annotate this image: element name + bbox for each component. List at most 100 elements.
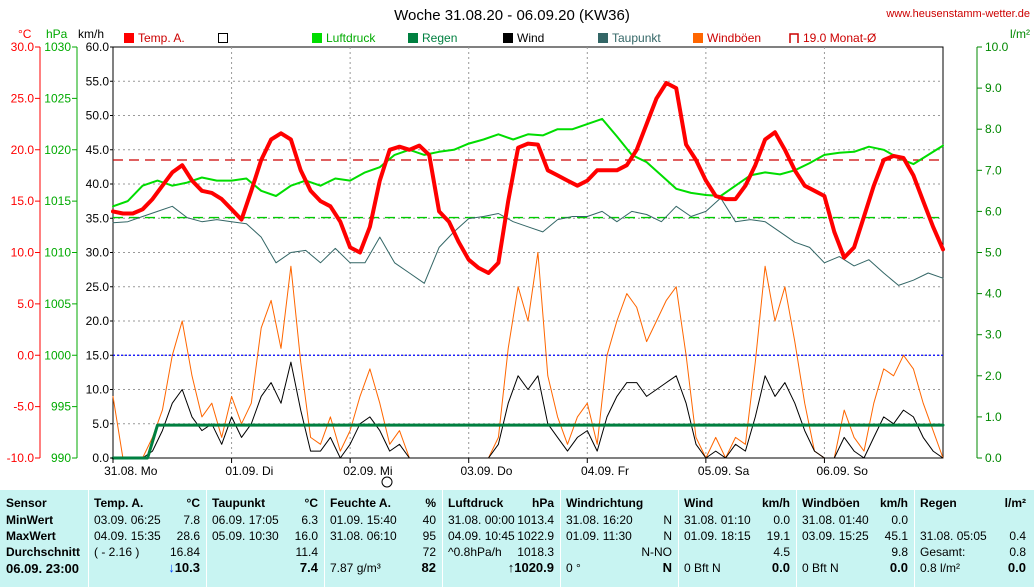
x-tick-label: 04.09. Fr (581, 464, 629, 478)
avg-value: 1018.3 (517, 545, 554, 559)
sensor-label: Sensor (6, 496, 47, 510)
max-datetime: 03.09. 15:25 (802, 529, 869, 543)
stats-column: Luftdruck hPa 31.08. 00:00 1013.4 04.09. 10:… (446, 490, 558, 587)
x-tick-label: 06.09. So (817, 464, 869, 478)
max-datetime: 04.09. 15:35 (94, 529, 161, 543)
axis-tick-label: 5.0 (92, 417, 109, 431)
unit-wind: km/h (78, 27, 104, 41)
column-header: Windböen (802, 496, 860, 510)
legend-swatch (312, 33, 322, 43)
axis-tick-label: 0.0 (17, 348, 34, 362)
arrow-down-icon: ↓ (168, 560, 175, 575)
min-datetime: 01.09. 15:40 (330, 513, 397, 527)
chart-title: Woche 31.08.20 - 06.09.20 (KW36) (394, 7, 630, 24)
axis-tick-label: 3.0 (985, 328, 1002, 342)
stats-column: Regen l/m² 31.08. 05:05 0.4 Gesamt: 0.8 0.8 l… (918, 490, 1030, 587)
legend-label: Regen (422, 31, 457, 45)
x-tick-label: 05.09. Sa (698, 464, 750, 478)
min-datetime: 06.09. 17:05 (212, 513, 279, 527)
current-value: 0.0 (771, 560, 790, 575)
min-value: N (663, 513, 672, 527)
x-tick-label: 02.09. Mi (343, 464, 392, 478)
legend-label: Wind (517, 31, 544, 45)
axis-tick-label: 20.0 (11, 143, 35, 157)
column-header: Temp. A. (94, 496, 144, 510)
x-tick-label: 03.09. Do (460, 464, 512, 478)
current-value: N (662, 560, 672, 575)
axis-tick-label: 30.0 (86, 246, 110, 260)
axis-tick-label: 5.0 (985, 246, 1002, 260)
min-datetime: 31.08. 01:40 (802, 513, 869, 527)
legend-label: Windböen (707, 31, 761, 45)
axis-tick-label: 0.0 (92, 451, 109, 465)
x-tick-label: 01.09. Di (225, 464, 273, 478)
max-datetime: 04.09. 10:45 (448, 529, 515, 543)
arrow-up-icon: ↑ (507, 560, 515, 575)
max-value: N (663, 529, 672, 543)
current-value: 0.0 (1007, 560, 1026, 575)
stats-column: Windrichtung 31.08. 16:20 N 01.09. 11:30 N N-… (564, 490, 676, 587)
min-datetime: 31.08. 00:00 (448, 513, 515, 527)
site-url: www.heusenstamm-wetter.de (885, 8, 1030, 20)
axis-tick-label: 15.0 (11, 194, 35, 208)
axis-tick-label: 4.0 (985, 287, 1002, 301)
legend-swatch (693, 33, 703, 43)
column-unit: hPa (531, 496, 554, 510)
row-label-min: MinWert (6, 513, 54, 527)
axis-tick-label: 8.0 (985, 122, 1002, 136)
max-datetime: 31.08. 05:05 (920, 529, 987, 543)
column-unit: km/h (879, 496, 908, 510)
max-datetime: 31.08. 06:10 (330, 529, 397, 543)
axis-tick-label: 60.0 (86, 40, 110, 54)
max-datetime: 05.09. 10:30 (212, 529, 279, 543)
column-header: Feuchte A. (330, 496, 391, 510)
axis-tick-label: 25.0 (86, 280, 110, 294)
max-value: 19.1 (766, 529, 790, 543)
series-line (112, 197, 944, 286)
axis-tick-label: 7.0 (985, 163, 1002, 177)
axis-tick-label: 9.0 (985, 81, 1002, 95)
axis-tick-label: 45.0 (86, 143, 110, 157)
column-unit: °C (186, 496, 200, 510)
axis-tick-label: 1015 (44, 194, 71, 208)
reference-lines (113, 159, 943, 356)
axis-tick-label: 1.0 (985, 410, 1002, 424)
cursor-marker[interactable] (381, 476, 393, 488)
max-value: 16.0 (294, 529, 318, 543)
axis-tick-label: 10.0 (985, 40, 1009, 54)
avg-note: ( - 2.16 ) (94, 545, 140, 559)
axis-tick-label: 990 (51, 451, 71, 465)
column-separator (324, 490, 325, 587)
column-unit: l/m² (1004, 496, 1026, 510)
stats-column: Windböen km/h 31.08. 01:40 0.0 03.09. 15:25 4… (800, 490, 912, 587)
axis-tick-label: 1000 (44, 348, 71, 362)
stats-column: Wind km/h 31.08. 01:10 0.0 01.09. 18:15 19.1 4… (682, 490, 794, 587)
column-unit: °C (304, 496, 318, 510)
current-note: 0.8 l/m² (920, 561, 961, 575)
current-note: 0 ° (566, 561, 581, 575)
legend-label: Temp. A. (138, 31, 185, 45)
stats-panel: Sensor MinWert MaxWert Durchschnitt 06.0… (0, 490, 1034, 587)
axis-tick-label: 10.0 (11, 246, 35, 260)
series-line (112, 252, 944, 459)
axis-tick-label: 2.0 (985, 369, 1002, 383)
current-value: ↓10.3 (168, 560, 200, 575)
axis-tick-label: 35.0 (86, 211, 110, 225)
min-value: 6.3 (301, 513, 318, 527)
avg-value: 9.8 (891, 545, 908, 559)
min-value: 0.0 (891, 513, 908, 527)
column-header: Regen (920, 496, 957, 510)
column-header: Windrichtung (566, 496, 644, 510)
unit-rain: l/m² (1010, 27, 1030, 41)
axis-tick-label: 20.0 (86, 314, 110, 328)
column-header: Luftdruck (448, 496, 504, 510)
min-value: 7.8 (183, 513, 200, 527)
column-separator (442, 490, 443, 587)
column-separator (88, 490, 89, 587)
stats-column: Temp. A. °C 03.09. 06:25 7.8 04.09. 15:35 28.… (92, 490, 204, 587)
axis-tick-label: 40.0 (86, 177, 110, 191)
series-line (111, 423, 945, 460)
column-header: Taupunkt (212, 496, 266, 510)
stats-column: Taupunkt °C 06.09. 17:05 6.3 05.09. 10:30 16.… (210, 490, 322, 587)
column-separator (678, 490, 679, 587)
